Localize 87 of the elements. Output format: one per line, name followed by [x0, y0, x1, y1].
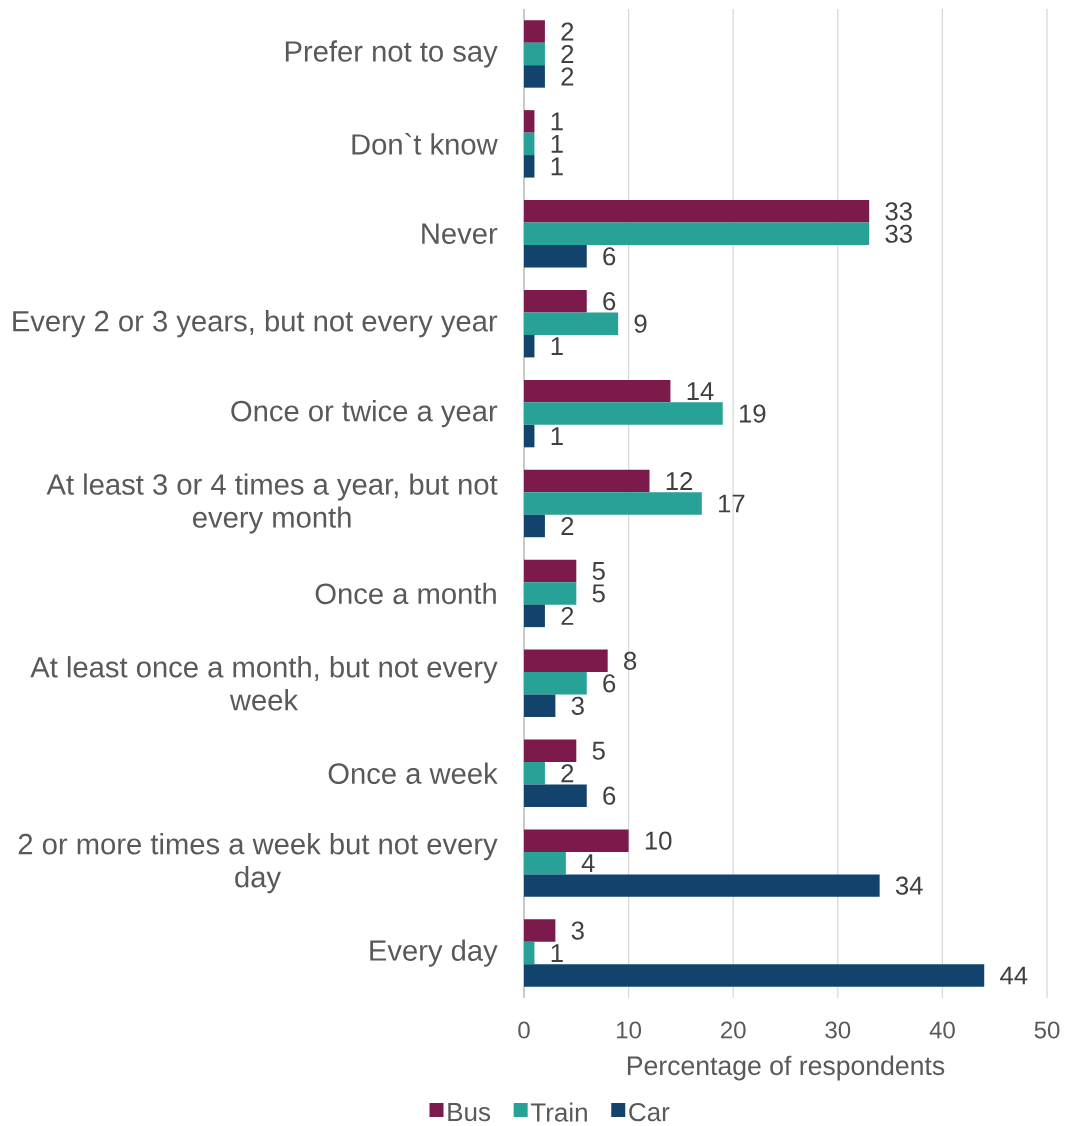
y-tick-label: 2 or more times a week but not every day	[18, 833, 498, 894]
data-label: 6	[603, 786, 616, 805]
bar	[524, 559, 577, 583]
data-label: 1	[551, 157, 563, 176]
data-label: 44	[1000, 966, 1028, 985]
y-tick-label: Once a week	[328, 762, 498, 784]
x-tick-label: 0	[518, 1021, 530, 1039]
y-tick-label: Never	[422, 223, 498, 244]
data-label: 1	[551, 337, 563, 355]
bar	[524, 200, 870, 223]
data-label: 4	[581, 854, 595, 872]
data-label: 34	[895, 876, 923, 895]
bar	[524, 155, 535, 178]
data-label: 1	[551, 135, 563, 153]
data-label: 2	[561, 606, 574, 625]
data-label: 12	[666, 472, 693, 490]
x-tick-label: 30	[825, 1021, 851, 1039]
bar	[524, 761, 545, 785]
bar	[524, 784, 587, 807]
bar	[524, 222, 870, 246]
bar	[524, 829, 629, 852]
bar	[524, 65, 545, 88]
y-tick-label: Once or twice a year	[231, 399, 498, 428]
bar	[524, 514, 545, 538]
bar	[524, 582, 577, 605]
bar	[524, 402, 723, 425]
legend-label: Train	[530, 1102, 587, 1122]
data-label: 5	[592, 561, 605, 580]
data-label: 2	[561, 22, 574, 41]
data-label: 2	[561, 67, 574, 86]
y-tick-label: Once a month	[315, 582, 496, 605]
bar	[524, 110, 535, 133]
data-label: 1	[551, 427, 563, 445]
y-tick-label: Every day	[370, 939, 498, 967]
data-label: 33	[885, 224, 912, 243]
data-label: 14	[687, 382, 714, 400]
y-tick-label: Every 2 or 3 years, but not every year	[13, 310, 498, 338]
data-label: 5	[592, 741, 605, 760]
bar	[524, 964, 985, 987]
data-label: 2	[561, 517, 574, 535]
data-label: 10	[645, 831, 672, 850]
y-tick-label: At least 3 or 4 times a year, but not every month	[46, 473, 498, 534]
bar	[524, 604, 545, 628]
bar	[524, 424, 535, 448]
bar	[524, 941, 535, 965]
y-tick-label: Prefer not to say	[285, 40, 498, 68]
data-label: 3	[571, 921, 584, 940]
bar	[524, 334, 535, 358]
data-label: 1	[551, 112, 563, 131]
x-tick-label: 20	[721, 1021, 746, 1039]
data-label: 9	[634, 314, 647, 333]
data-label: 17	[719, 494, 745, 513]
data-label: 19	[739, 404, 766, 423]
data-label: 33	[885, 202, 912, 221]
data-label: 2	[561, 44, 574, 63]
bar	[524, 739, 577, 762]
x-tick-label: 40	[929, 1021, 955, 1039]
bar	[524, 312, 619, 335]
bar	[524, 20, 545, 43]
data-label: 2	[561, 764, 574, 783]
x-axis-title: Percentage of respondents	[627, 1055, 945, 1081]
bar	[524, 492, 702, 515]
data-label: 6	[603, 247, 616, 266]
bar	[524, 851, 566, 875]
bar	[524, 874, 880, 897]
bar	[524, 132, 535, 156]
data-label: 6	[603, 674, 616, 693]
bar	[524, 694, 556, 718]
bar	[524, 469, 650, 493]
x-tick-label: 10	[617, 1021, 642, 1039]
bar	[524, 42, 545, 66]
data-label: 8	[624, 651, 637, 670]
data-label: 1	[551, 944, 563, 962]
bar	[524, 649, 608, 673]
bar	[524, 289, 587, 313]
bar	[524, 245, 587, 268]
y-tick-label: Don`t know	[352, 132, 498, 155]
data-label: 6	[603, 292, 616, 311]
bar	[524, 919, 556, 942]
legend-label: Bus	[448, 1103, 491, 1122]
data-label: 3	[571, 696, 584, 715]
x-tick-label: 50	[1034, 1021, 1060, 1039]
y-tick-label: At least once a month, but not every week	[30, 656, 498, 711]
data-label: 5	[592, 584, 605, 603]
bar	[524, 379, 671, 403]
legend-label: Car	[629, 1102, 670, 1122]
bar	[524, 672, 587, 695]
